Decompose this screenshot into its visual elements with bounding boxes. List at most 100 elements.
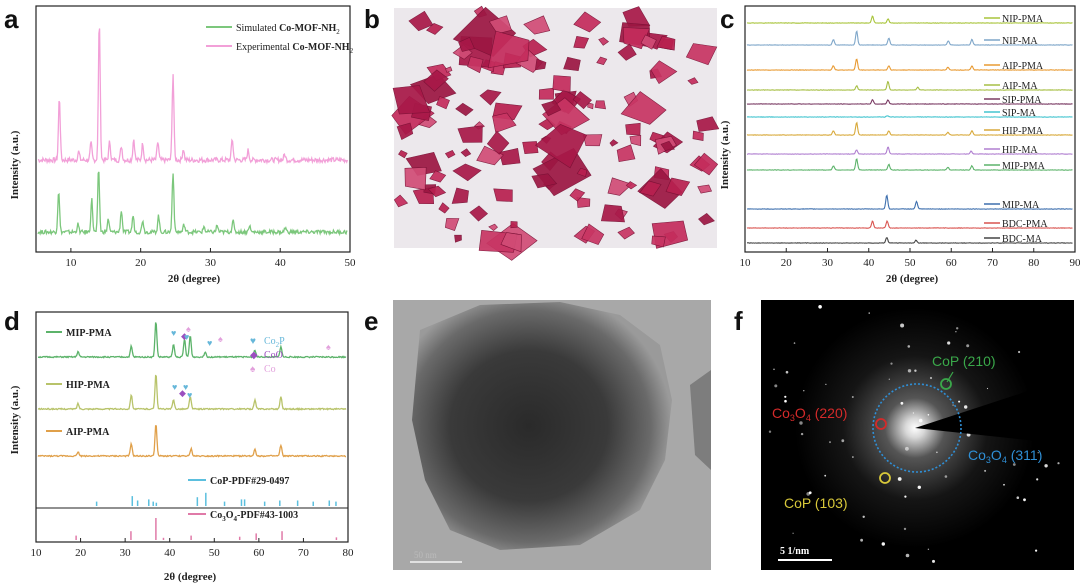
crystal [697, 184, 713, 194]
chart-d-series-mip-pma [37, 322, 347, 359]
chart-c-series-aip-ma [746, 80, 1073, 91]
saed-spot [824, 474, 827, 477]
legend-d-coo-marker: ◆ [250, 350, 258, 361]
crystal [531, 173, 558, 189]
saed-spot [808, 491, 812, 495]
chart-d-xtick-label: 80 [343, 547, 355, 559]
saed-spot [1057, 462, 1060, 465]
saed-scale-label: 5 1/nm [780, 546, 810, 557]
chart-c-plot: 10 20 30 40 50 60 70 80 90 NIP-PMA NIP-MA AIP-PMA AI… [740, 5, 1080, 269]
chart-c-legend-sip-ma: SIP-MA [1002, 108, 1037, 119]
crystal [660, 140, 675, 151]
chart-d-xtick-label: 10 [31, 547, 43, 559]
crystal [629, 134, 642, 147]
saed-spot-cop-210 [940, 378, 952, 390]
chart-d-ref-label-cop: CoP-PDF#29-0497 [210, 476, 289, 487]
panel-c-label: c [720, 4, 734, 34]
saed-spot [900, 401, 904, 405]
chart-c-legend-bdc-pma: BDC-PMA [1002, 219, 1048, 230]
saed-spot [829, 441, 831, 444]
legend-d-co: Co [264, 364, 276, 375]
chart-c-series-bdc-ma [747, 236, 1073, 244]
chart-c-legend-hip-pma: HIP-PMA [1002, 126, 1044, 137]
chart-c-legend-sip-pma: SIP-PMA [1002, 95, 1042, 106]
saed-spot [936, 451, 938, 454]
chart-c-ylabel: Intensity (a.u.) [719, 120, 731, 189]
saed-beam-stop [915, 376, 1074, 445]
chart-a-xtick-label: 30 [205, 257, 217, 269]
crystal [698, 213, 715, 226]
crystal [569, 188, 586, 202]
saed-spot [964, 405, 968, 409]
chart-d-ylabel: Intensity (a.u.) [9, 385, 21, 454]
chart-a-frame [35, 5, 351, 253]
chart-c-series-mip-ma [747, 194, 1073, 210]
chart-d-phase-marker: ♥ [172, 382, 177, 392]
crystal [665, 177, 691, 196]
saed-spot [868, 312, 870, 314]
chart-d-xtick-label: 40 [164, 547, 176, 559]
chart-c-legend-nip-pma: NIP-PMA [1002, 14, 1044, 25]
tem-scale-label: 50 nm [414, 550, 437, 560]
chart-c-legend-bdc-ma: BDC-MA [1002, 234, 1043, 245]
panel-a-label: a [4, 4, 19, 34]
saed-spot [952, 404, 954, 406]
chart-c-series-nip-pma [746, 15, 1073, 24]
chart-d-phase-marker: ♠ [218, 334, 223, 344]
saed-spots [768, 305, 1060, 563]
saed-spot [986, 387, 989, 390]
saed-spot [768, 430, 772, 433]
crystal [573, 11, 602, 33]
legend-d-co2p: Co2P [264, 336, 285, 349]
crystal [492, 112, 517, 134]
saed-spot [1003, 483, 1005, 486]
saed-spot [944, 475, 948, 478]
saed-spot [929, 376, 933, 380]
tem-particle-fragment [690, 370, 711, 470]
legend-d-coo: CoO [264, 350, 283, 361]
chart-d-series-hip-pma [37, 374, 347, 411]
crystal [696, 116, 720, 132]
chart-a-xtick-label: 50 [345, 257, 357, 269]
saed-spot [841, 439, 845, 443]
legend-a-simulated: Simulated Co-MOF-NH2 [236, 23, 340, 36]
saed-spot [800, 432, 804, 436]
chart-c-xtick-label: 80 [1028, 257, 1040, 269]
chart-c-xtick-label: 10 [740, 257, 752, 269]
saed-spot [918, 418, 923, 423]
crystal [398, 150, 408, 159]
crystal [692, 130, 704, 141]
saed-spot [907, 345, 911, 348]
chart-c-series-sip-pma [746, 98, 1073, 105]
legend-d-co2p-marker: ♥ [250, 336, 256, 347]
saed-spot [1012, 463, 1016, 466]
saed-spot [793, 342, 796, 344]
crystal [427, 185, 447, 198]
crystal [640, 34, 657, 50]
crystal [687, 77, 699, 85]
crystal [396, 122, 414, 141]
chart-c-legend-hip-ma: HIP-MA [1002, 145, 1038, 156]
chart-a-series-experimental [37, 28, 349, 165]
crystal [392, 85, 431, 115]
saed-spot [900, 323, 905, 328]
saed-spot [955, 331, 957, 333]
saed-spot [932, 559, 935, 563]
crystal [445, 66, 453, 73]
crystal [563, 56, 581, 72]
saed-spot [881, 542, 885, 546]
saed-spot-cop-103 [879, 472, 891, 484]
chart-d-legend-hip-pma: HIP-PMA [66, 380, 111, 391]
chart-c-series-sip-ma [746, 115, 1073, 118]
crystal [607, 177, 633, 196]
panel-e-label: e [364, 306, 378, 336]
crystal [429, 170, 447, 183]
saed-spot [904, 495, 907, 498]
crystal [538, 87, 555, 100]
saed-spot [984, 469, 987, 472]
saed-spot [825, 383, 827, 385]
crystal [576, 167, 588, 177]
crystal [625, 122, 641, 136]
saed-spot [947, 341, 951, 345]
annotation-cop-210: CoP (210) [932, 353, 996, 369]
